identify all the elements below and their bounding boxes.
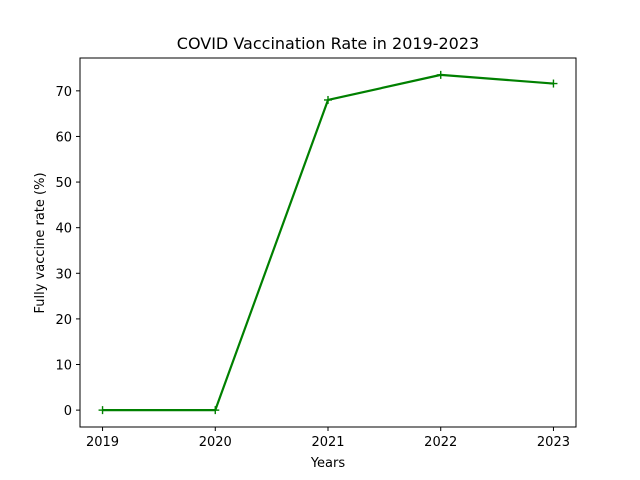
y-axis-label: Fully vaccine rate (%) [33,172,48,313]
data-point-marker [98,406,107,415]
y-tick-label: 50 [55,176,72,191]
y-tick-label: 30 [55,267,72,282]
data-point-marker [436,70,445,79]
y-tick-label: 0 [64,404,72,419]
data-point-marker [549,79,558,88]
y-axis: 0 10 20 30 40 50 60 70 [55,85,80,419]
x-axis-label: Years [310,456,346,471]
y-tick-label: 70 [55,85,72,100]
data-point-marker [324,95,332,104]
y-tick-label: 20 [55,313,72,328]
plot-area [98,70,558,415]
y-tick-label: 40 [55,222,72,237]
x-tick-label: 2023 [537,435,570,450]
data-point-marker [211,406,220,415]
y-tick-label: 10 [55,359,72,374]
x-axis: 2019 2020 2021 2022 2023 [86,427,570,450]
chart-title: COVID Vaccination Rate in 2019-2023 [177,34,479,53]
x-tick-label: 2021 [311,435,344,450]
y-tick-label: 60 [55,130,72,145]
x-tick-label: 2019 [86,435,119,450]
x-tick-label: 2020 [199,435,232,450]
x-tick-label: 2022 [424,435,457,450]
